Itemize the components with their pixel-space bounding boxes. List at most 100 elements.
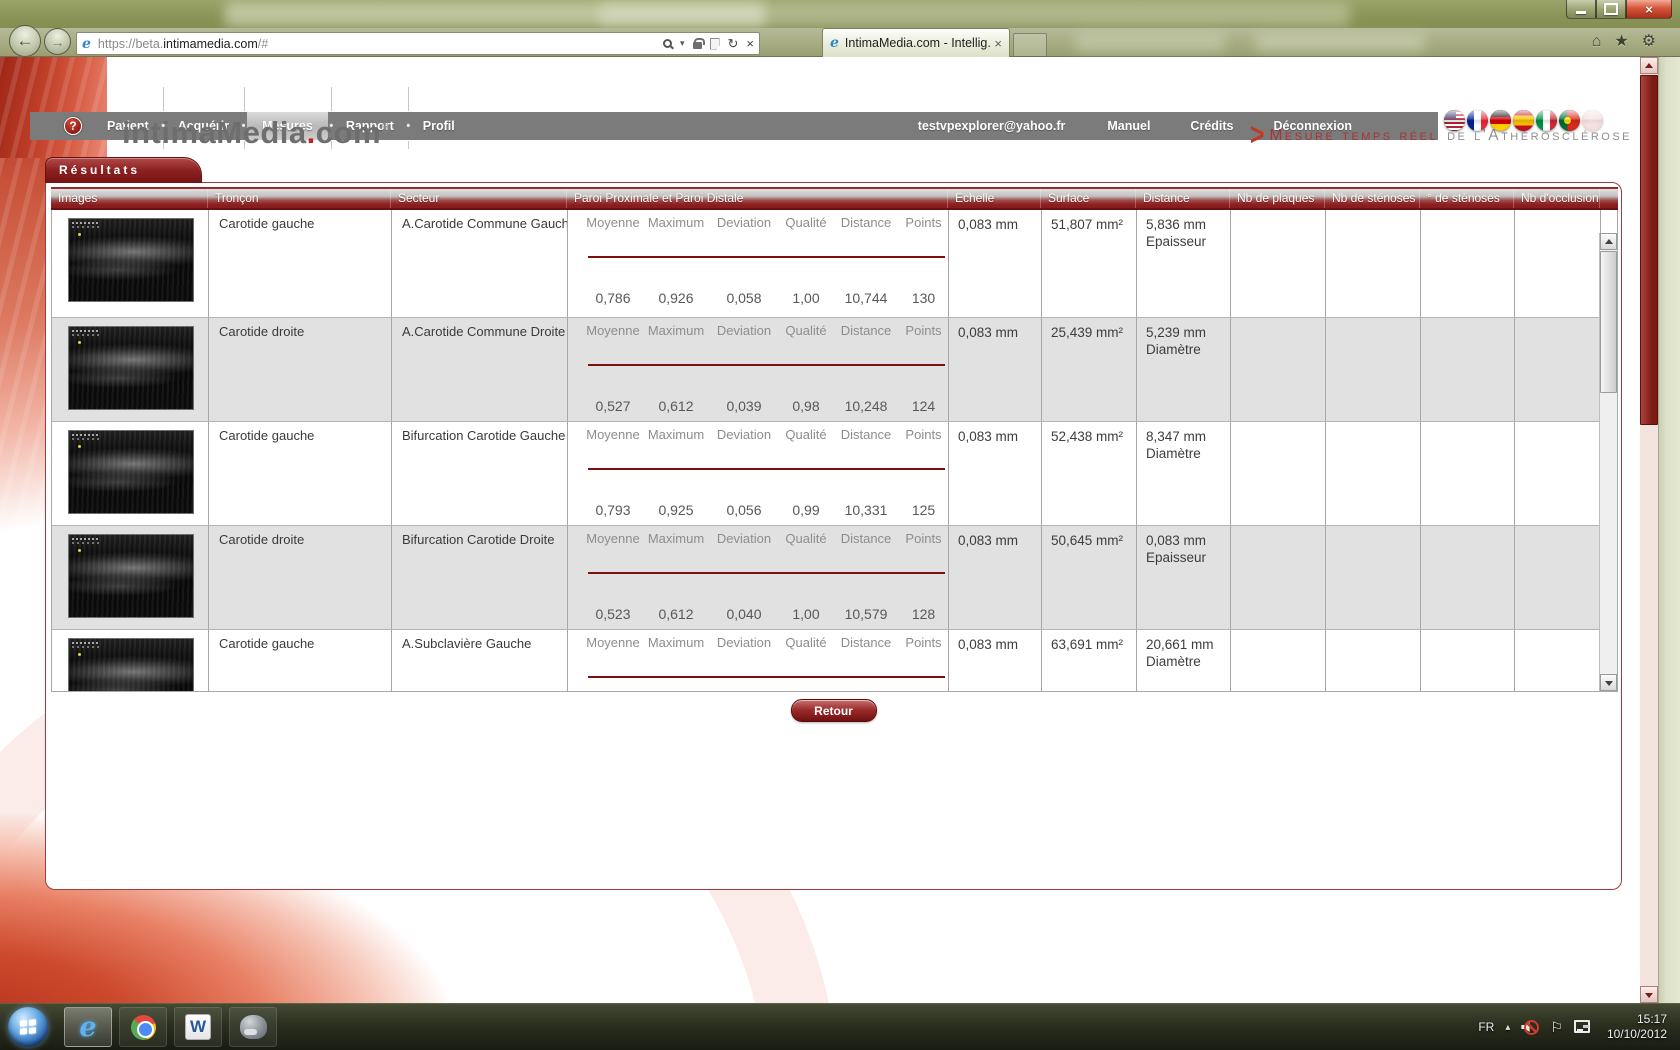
paroi-value: 0,612 <box>658 606 694 622</box>
scroll-down-icon[interactable] <box>1600 674 1617 691</box>
cell-deg-stenoses <box>1421 318 1515 421</box>
table-row[interactable]: Carotide droite A.Carotide Commune Droit… <box>52 317 1617 421</box>
paroi-value: 0,056 <box>726 502 762 518</box>
paroi-value: 0,058 <box>726 290 762 306</box>
maximize-button[interactable] <box>1596 0 1626 19</box>
distance-value: 5,239 mm <box>1146 325 1207 340</box>
forward-button[interactable]: → <box>44 28 71 55</box>
new-tab-button[interactable] <box>1013 33 1047 57</box>
search-caret-icon[interactable]: ▾ <box>679 38 685 48</box>
cell-nb-stenoses <box>1326 630 1421 691</box>
browser-action-icons: ⌂ ★ ⚙ <box>1592 32 1656 52</box>
table-row[interactable]: Carotide gauche A.Carotide Commune Gauch… <box>52 210 1617 317</box>
paroi-subcolumn-label: Moyenne <box>586 323 640 338</box>
cell-distance: 5,239 mm Diamètre <box>1137 318 1231 421</box>
paroi-subcolumn-label: Points <box>905 427 942 442</box>
taskbar-icon-gimp[interactable] <box>229 1007 277 1047</box>
minimize-button[interactable] <box>1566 0 1596 19</box>
cell-surface: 25,439 mm² <box>1042 318 1137 421</box>
paroi-value: 128 <box>911 606 936 622</box>
cell-secteur: Bifurcation Carotide Droite <box>392 526 568 629</box>
tray-language[interactable]: FR <box>1478 1020 1495 1034</box>
column-header-distance: Distance <box>1136 189 1230 208</box>
tray-expand-icon[interactable]: ▴ <box>1505 1021 1511 1033</box>
nav-item-rapport[interactable]: Rapport <box>345 119 394 133</box>
nav-link-deconnexion[interactable]: Déconnexion <box>1273 119 1353 133</box>
page-scrollbar-thumb[interactable] <box>1640 75 1658 425</box>
home-icon[interactable]: ⌂ <box>1591 33 1602 50</box>
search-icon[interactable] <box>662 39 672 48</box>
action-center-flag-icon[interactable]: ⚐ <box>1550 1018 1563 1035</box>
scrollbar-thumb[interactable] <box>1600 251 1617 393</box>
forward-icon: → <box>50 33 65 50</box>
volume-muted-icon[interactable] <box>1521 1019 1540 1035</box>
page-viewport: intimaMedia.com® > Mesure temps réel de … <box>0 57 1680 1003</box>
cell-images <box>52 318 209 421</box>
flag-fr-icon[interactable] <box>1467 110 1488 131</box>
ultrasound-thumbnail[interactable] <box>68 638 194 691</box>
paroi-separator-line <box>588 676 945 678</box>
nav-link-credits[interactable]: Crédits <box>1190 119 1234 133</box>
distance-value: 5,836 mm <box>1146 217 1207 232</box>
nav-item-acquerir[interactable]: Acquérir <box>177 119 230 133</box>
flag-es-icon[interactable] <box>1513 110 1534 131</box>
help-icon[interactable]: ? <box>64 117 82 135</box>
address-bar-icons: ▾ ↻ × <box>662 35 754 52</box>
ultrasound-thumbnail[interactable] <box>68 534 194 618</box>
paroi-values: 0,523 0,612 0,040 1,00 10,579 128 <box>584 606 948 622</box>
cell-nb-stenoses <box>1326 210 1421 317</box>
flag-it-icon[interactable] <box>1536 110 1557 131</box>
scroll-up-icon[interactable] <box>1600 233 1617 250</box>
refresh-icon[interactable]: ↻ <box>727 35 739 51</box>
table-row[interactable]: Carotide gauche A.Subclavière Gauche Moy… <box>52 629 1617 691</box>
stop-icon[interactable]: × <box>746 36 754 51</box>
cell-troncon: Carotide gauche <box>209 422 392 525</box>
nav-item-profil[interactable]: Profil <box>422 119 455 133</box>
tools-gear-icon[interactable]: ⚙ <box>1641 33 1656 50</box>
distance-value: 8,347 mm <box>1146 429 1207 444</box>
taskbar-icon-browser[interactable] <box>119 1007 167 1047</box>
start-button[interactable] <box>8 1007 48 1047</box>
column-header-echelle: Echelle <box>948 189 1041 208</box>
retour-button[interactable]: Retour <box>790 699 877 722</box>
browser-tab[interactable]: e IntimaMedia.com - Intellig... × <box>822 28 1010 57</box>
window-titlebar: × <box>0 0 1680 28</box>
table-row[interactable]: Carotide droite Bifurcation Carotide Dro… <box>52 525 1617 629</box>
close-button[interactable]: × <box>1626 0 1672 19</box>
ultrasound-thumbnail[interactable] <box>68 326 194 410</box>
tab-close-icon[interactable]: × <box>994 35 1002 51</box>
user-email[interactable]: testvpexplorer@yahoo.fr <box>917 119 1066 133</box>
paroi-value: 0,612 <box>658 398 694 414</box>
flag-de-icon[interactable] <box>1490 110 1511 131</box>
site-logo[interactable]: intimaMedia.com® <box>122 115 390 150</box>
nav-link-manuel[interactable]: Manuel <box>1107 119 1151 133</box>
nav-item-patient[interactable]: Patient <box>107 119 149 133</box>
distance-type: Epaisseur <box>1146 550 1207 565</box>
compatibility-view-icon[interactable] <box>709 37 720 50</box>
tray-clock[interactable]: 15:17 10/10/2012 <box>1607 1012 1667 1042</box>
page-scrollbar[interactable] <box>1640 57 1658 1003</box>
nav-item-mesures[interactable]: Mesures <box>247 112 328 140</box>
ultrasound-thumbnail[interactable] <box>68 218 194 302</box>
ultrasound-thumbnail[interactable] <box>68 430 194 514</box>
table-scrollbar[interactable] <box>1599 233 1617 691</box>
page-scroll-down-icon[interactable] <box>1640 986 1658 1003</box>
cell-images <box>52 630 209 691</box>
results-tab[interactable]: Résultats <box>45 157 202 183</box>
background-window-blur <box>1255 34 1425 51</box>
paroi-value: 0,926 <box>658 290 694 306</box>
taskbar-icon-word[interactable]: W <box>174 1007 222 1047</box>
taskbar-icon-ie[interactable]: e <box>64 1007 112 1047</box>
close-icon: × <box>1645 1 1653 17</box>
flag-us-icon[interactable] <box>1444 110 1465 131</box>
back-button[interactable]: ← <box>9 25 41 57</box>
paroi-values: 0,527 0,612 0,039 0,98 10,248 124 <box>584 398 948 414</box>
address-bar[interactable]: e https://beta.intimamedia.com/# ▾ ↻ × <box>76 32 760 55</box>
paroi-separator-line <box>588 468 945 470</box>
flag-pt-icon[interactable] <box>1559 110 1580 131</box>
paroi-subcolumn-label: Distance <box>840 635 892 650</box>
table-row[interactable]: Carotide gauche Bifurcation Carotide Gau… <box>52 421 1617 525</box>
page-scroll-up-icon[interactable] <box>1640 57 1658 74</box>
network-icon[interactable] <box>1573 1020 1592 1034</box>
favorites-icon[interactable]: ★ <box>1614 33 1629 50</box>
